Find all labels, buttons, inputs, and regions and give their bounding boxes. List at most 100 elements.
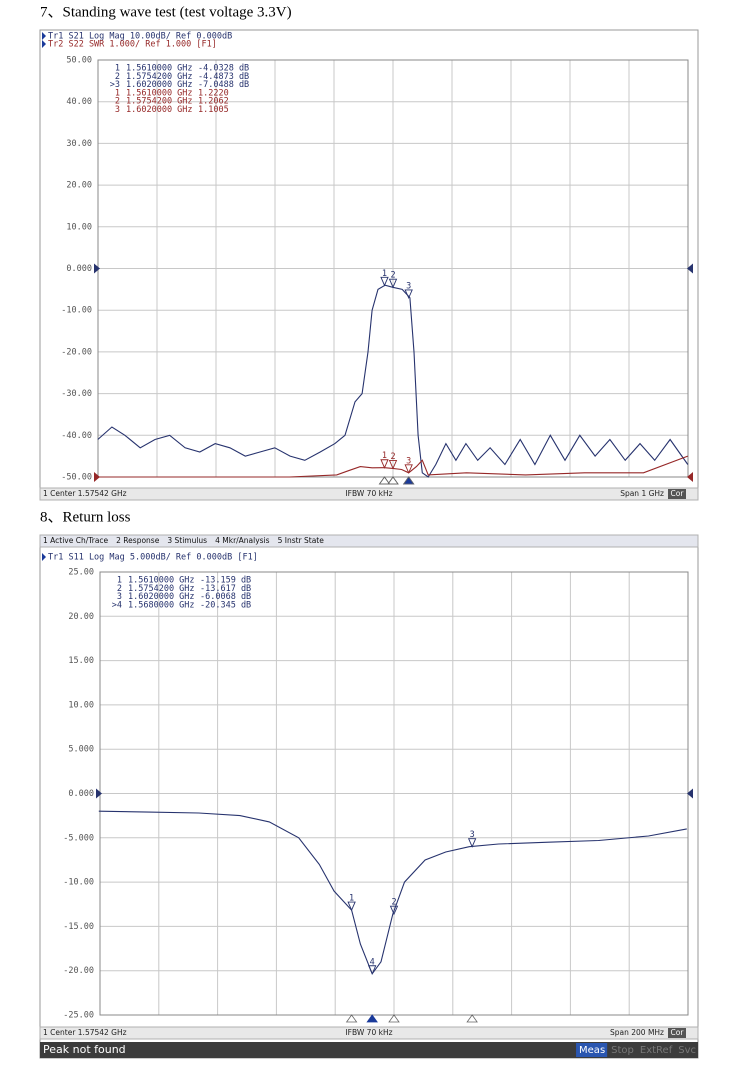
marker-table-id: 2 [115,72,120,82]
y-tick-label: 20.00 [68,612,94,622]
correction-badge [668,489,686,499]
marker-label: 2 [390,452,395,462]
active-trace-indicator [42,40,46,48]
menu-item[interactable]: 4 Mkr/Analysis [215,536,270,545]
marker-table-value: -4.0328 dB [198,64,249,74]
trace-header: Tr1 S11 Log Mag 5.000dB/ Ref 0.000dB [F1… [48,553,258,563]
marker-table-id: 2 [115,97,120,107]
status-bar [40,1042,698,1058]
marker-label: 1 [349,894,354,904]
y-tick-label: 20.00 [66,181,92,191]
stimulus-marker [387,476,399,485]
reference-arrow-left [94,263,100,274]
marker-label: 2 [391,898,396,908]
marker-table-value: -13.159 dB [200,576,251,586]
trace-line [98,810,687,975]
marker-table-frequency: 1.5610000 GHz [126,64,193,74]
footer-span: Span 1 GHz [620,489,664,498]
marker-table-id: 1 [117,576,122,586]
y-tick-label: -25.00 [63,1011,94,1021]
marker-table-value: 1.1005 [198,105,229,115]
y-tick-label: -10.00 [61,306,92,316]
marker-triangle [404,289,413,300]
marker-label: 2 [390,271,395,281]
y-tick-label: -20.00 [63,966,94,976]
marker-table-value: -20.345 dB [200,600,251,610]
y-tick-label: -40.00 [61,431,92,441]
marker-table-value: -4.4873 dB [198,72,249,82]
y-tick-label: 25.00 [68,568,94,578]
marker-triangle [367,965,377,975]
y-tick-label: -30.00 [61,389,92,399]
marker-table-frequency: 1.5610000 GHz [126,88,193,98]
stimulus-marker [466,1014,478,1023]
status-button[interactable]: Stop [611,1045,634,1056]
status-message: Peak not found [43,1043,126,1056]
y-tick-label: 10.00 [66,222,92,232]
marker-label: 4 [370,957,375,967]
reference-arrow-left [96,788,102,799]
marker-triangle [380,276,389,287]
marker-table-frequency: 1.6020000 GHz [128,592,195,602]
footer-ifbw: IFBW 70 kHz [345,489,392,498]
correction-badge-label: Cor [671,1028,685,1037]
menu-item[interactable]: 3 Stimulus [167,536,207,545]
marker-triangle [380,459,389,469]
marker-triangle [388,278,398,289]
y-tick-label: 10.00 [68,700,94,710]
marker-table-frequency: 1.6020000 GHz [126,80,193,90]
marker-table-id: 1 [115,64,120,74]
marker-table-frequency: 1.5680000 GHz [128,600,195,610]
status-button[interactable]: Meas [579,1045,605,1056]
trace-line [97,455,688,478]
stimulus-marker [378,476,391,485]
section-heading: 8、Return loss [40,509,131,525]
marker-label: 3 [470,830,475,840]
marker-triangle [404,464,413,474]
status-button-highlight [576,1043,608,1057]
y-tick-label: -20.00 [61,347,92,357]
stimulus-marker [366,1014,378,1023]
correction-badge [668,1028,686,1038]
marker-table-frequency: 1.5754200 GHz [126,97,193,107]
active-trace-indicator [42,553,46,561]
y-tick-label: 0.000 [66,264,92,274]
y-tick-label: -50.00 [61,473,92,483]
marker-triangle [467,838,477,848]
reference-arrow-right [687,263,693,274]
y-tick-label: 40.00 [66,97,92,107]
marker-table-value: -6.0068 dB [200,592,251,602]
marker-table-value: -13.617 dB [200,584,251,594]
footer-ifbw: IFBW 70 kHz [345,1028,392,1037]
status-button[interactable]: ExtRef [640,1045,673,1056]
screen-frame [39,29,699,501]
marker-triangle [388,459,398,470]
marker-table-frequency: 1.5610000 GHz [128,576,195,586]
menu-item[interactable]: 5 Instr State [278,536,325,545]
status-button[interactable]: Svc [678,1045,696,1056]
trace-header: Tr1 S21 Log Mag 10.00dB/ Ref 0.000dB [48,32,232,42]
y-tick-label: 50.00 [66,56,92,66]
marker-label: 3 [406,456,411,466]
marker-label: 1 [382,269,387,279]
menu-item[interactable]: 1 Active Ch/Trace [43,536,109,545]
trace-header: Tr2 S22 SWR 1.000/ Ref 1.000 [F1] [48,40,217,50]
reference-arrow-right [687,788,693,799]
footer-center-frequency: 1 Center 1.57542 GHz [43,1028,127,1037]
footer-bar [39,1026,699,1040]
menu-item[interactable]: 2 Response [116,536,160,545]
stimulus-marker [402,476,415,485]
y-tick-label: -15.00 [63,922,94,932]
screen-frame [39,534,699,1059]
marker-table-value: 1.2062 [198,97,229,107]
marker-table-id: >4 [112,600,122,610]
active-trace-indicator [42,32,46,40]
y-tick-label: 30.00 [66,139,92,149]
stimulus-marker [388,1014,400,1023]
reference-arrow-left [94,472,100,482]
footer-bar [39,487,699,501]
marker-table-id: 1 [115,88,120,98]
marker-table-id: 3 [117,592,122,602]
marker-table-id: >3 [110,80,120,90]
